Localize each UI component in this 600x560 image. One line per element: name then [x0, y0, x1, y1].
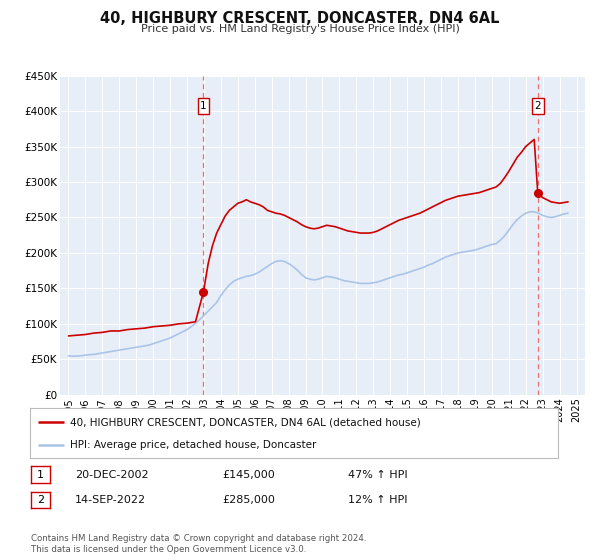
Text: Price paid vs. HM Land Registry's House Price Index (HPI): Price paid vs. HM Land Registry's House …	[140, 24, 460, 34]
Text: £145,000: £145,000	[222, 470, 275, 480]
Text: 47% ↑ HPI: 47% ↑ HPI	[348, 470, 407, 480]
Text: 1: 1	[200, 101, 207, 111]
Text: 40, HIGHBURY CRESCENT, DONCASTER, DN4 6AL: 40, HIGHBURY CRESCENT, DONCASTER, DN4 6A…	[100, 11, 500, 26]
Text: 20-DEC-2002: 20-DEC-2002	[75, 470, 149, 480]
Text: 40, HIGHBURY CRESCENT, DONCASTER, DN4 6AL (detached house): 40, HIGHBURY CRESCENT, DONCASTER, DN4 6A…	[70, 417, 421, 427]
Text: Contains HM Land Registry data © Crown copyright and database right 2024.
This d: Contains HM Land Registry data © Crown c…	[31, 534, 367, 554]
Text: £285,000: £285,000	[222, 495, 275, 505]
Text: 2: 2	[37, 495, 44, 505]
Text: 12% ↑ HPI: 12% ↑ HPI	[348, 495, 407, 505]
Text: 2: 2	[535, 101, 541, 111]
Text: HPI: Average price, detached house, Doncaster: HPI: Average price, detached house, Donc…	[70, 440, 316, 450]
Text: 1: 1	[37, 470, 44, 480]
Text: 14-SEP-2022: 14-SEP-2022	[75, 495, 146, 505]
